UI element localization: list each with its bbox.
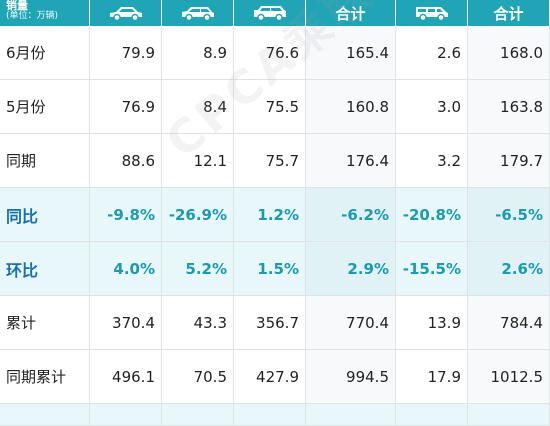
blank-cell — [90, 404, 162, 426]
table-cell: 3.0 — [396, 80, 468, 134]
table-cell: 12.1 — [162, 134, 234, 188]
row-label: 6月份 — [0, 26, 90, 80]
sedan-car-icon — [90, 0, 162, 26]
table-cell: 160.8 — [306, 80, 396, 134]
table-cell: 1012.5 — [468, 350, 550, 404]
row-label: 同期累计 — [0, 350, 90, 404]
table-cell: 165.4 — [306, 26, 396, 80]
header-total-1: 合计 — [306, 0, 396, 26]
header-total-2: 合计 — [468, 0, 550, 26]
minivan-car-icon — [396, 0, 468, 26]
blank-cell — [396, 404, 468, 426]
table-cell: -20.8% — [396, 188, 468, 242]
table-cell: -26.9% — [162, 188, 234, 242]
table-cell: 43.3 — [162, 296, 234, 350]
table-cell: 75.7 — [234, 134, 306, 188]
table-cell: 3.2 — [396, 134, 468, 188]
table-cell: 76.6 — [234, 26, 306, 80]
table-cell: 2.9% — [306, 242, 396, 296]
table-cell: 356.7 — [234, 296, 306, 350]
row-label: 5月份 — [0, 80, 90, 134]
blank-cell — [306, 404, 396, 426]
table-cell: 5.2% — [162, 242, 234, 296]
table-cell: 770.4 — [306, 296, 396, 350]
table-cell: 8.9 — [162, 26, 234, 80]
table-cell: 88.6 — [90, 134, 162, 188]
table-cell: 17.9 — [396, 350, 468, 404]
table-cell: 2.6 — [396, 26, 468, 80]
header-unit: (单位：万辆) — [6, 11, 59, 21]
mpv-car-icon — [162, 0, 234, 26]
blank-cell — [234, 404, 306, 426]
row-label: 同期 — [0, 134, 90, 188]
suv-car-icon — [234, 0, 306, 26]
table-cell: 370.4 — [90, 296, 162, 350]
table-cell: 784.4 — [468, 296, 550, 350]
row-label: 同比 — [0, 188, 90, 242]
table-cell: 994.5 — [306, 350, 396, 404]
table-cell: 168.0 — [468, 26, 550, 80]
table-cell: -9.8% — [90, 188, 162, 242]
table-cell: -6.2% — [306, 188, 396, 242]
table-cell: 427.9 — [234, 350, 306, 404]
row-label: 累计 — [0, 296, 90, 350]
table-cell: 179.7 — [468, 134, 550, 188]
header-title: 销量 — [6, 0, 28, 12]
blank-cell — [468, 404, 550, 426]
table-cell: 75.5 — [234, 80, 306, 134]
table-cell: 176.4 — [306, 134, 396, 188]
blank-cell — [0, 404, 90, 426]
table-cell: 13.9 — [396, 296, 468, 350]
table-cell: 76.9 — [90, 80, 162, 134]
table-cell: 163.8 — [468, 80, 550, 134]
row-label: 环比 — [0, 242, 90, 296]
table-cell: 1.2% — [234, 188, 306, 242]
table-cell: 2.6% — [468, 242, 550, 296]
table-cell: 8.4 — [162, 80, 234, 134]
table-cell: 496.1 — [90, 350, 162, 404]
table-cell: 79.9 — [90, 26, 162, 80]
table-cell: -15.5% — [396, 242, 468, 296]
table-cell: 1.5% — [234, 242, 306, 296]
table-cell: -6.5% — [468, 188, 550, 242]
header-unit-cell: 销量 (单位：万辆) — [0, 0, 90, 26]
table-cell: 4.0% — [90, 242, 162, 296]
blank-cell — [162, 404, 234, 426]
table-cell: 70.5 — [162, 350, 234, 404]
